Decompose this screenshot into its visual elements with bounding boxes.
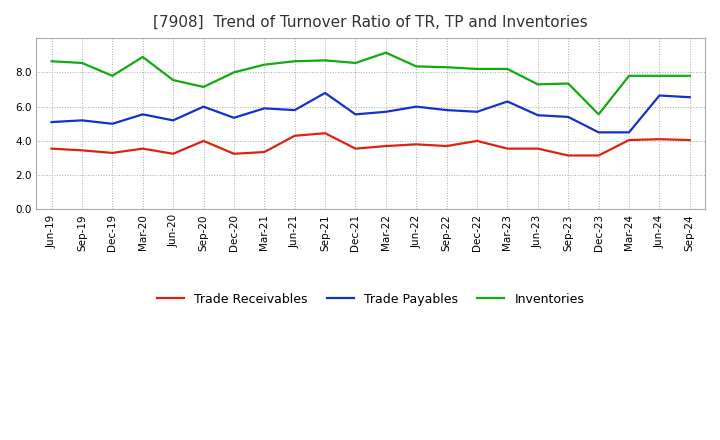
Trade Payables — [230, 115, 238, 121]
Trade Receivables — [594, 153, 603, 158]
Trade Receivables — [230, 151, 238, 156]
Trade Payables — [534, 113, 542, 118]
Inventories — [594, 112, 603, 117]
Inventories — [230, 70, 238, 75]
Trade Receivables — [108, 150, 117, 156]
Inventories — [260, 62, 269, 67]
Trade Receivables — [412, 142, 420, 147]
Trade Receivables — [655, 136, 664, 142]
Trade Payables — [260, 106, 269, 111]
Inventories — [108, 73, 117, 78]
Trade Payables — [503, 99, 512, 104]
Trade Payables — [382, 109, 390, 114]
Trade Payables — [48, 119, 56, 125]
Trade Receivables — [473, 138, 482, 143]
Trade Payables — [655, 93, 664, 98]
Inventories — [503, 66, 512, 72]
Trade Receivables — [351, 146, 360, 151]
Trade Payables — [199, 104, 208, 109]
Trade Receivables — [48, 146, 56, 151]
Trade Payables — [351, 112, 360, 117]
Trade Receivables — [625, 137, 634, 143]
Inventories — [655, 73, 664, 78]
Inventories — [534, 82, 542, 87]
Trade Receivables — [442, 143, 451, 149]
Trade Receivables — [382, 143, 390, 149]
Inventories — [382, 50, 390, 55]
Inventories — [78, 60, 86, 66]
Trade Receivables — [199, 138, 208, 143]
Trade Receivables — [685, 137, 694, 143]
Trade Receivables — [290, 133, 299, 139]
Inventories — [442, 65, 451, 70]
Trade Receivables — [321, 131, 330, 136]
Title: [7908]  Trend of Turnover Ratio of TR, TP and Inventories: [7908] Trend of Turnover Ratio of TR, TP… — [153, 15, 588, 30]
Trade Receivables — [168, 151, 177, 156]
Trade Payables — [168, 118, 177, 123]
Trade Payables — [290, 107, 299, 113]
Inventories — [351, 60, 360, 66]
Trade Payables — [412, 104, 420, 109]
Line: Trade Receivables: Trade Receivables — [52, 133, 690, 155]
Trade Payables — [685, 95, 694, 100]
Trade Payables — [625, 130, 634, 135]
Trade Payables — [594, 130, 603, 135]
Trade Payables — [321, 90, 330, 95]
Inventories — [473, 66, 482, 72]
Trade Receivables — [260, 150, 269, 155]
Trade Payables — [564, 114, 572, 120]
Trade Payables — [473, 109, 482, 114]
Inventories — [48, 59, 56, 64]
Inventories — [168, 77, 177, 83]
Trade Payables — [108, 121, 117, 126]
Inventories — [138, 54, 147, 59]
Inventories — [625, 73, 634, 78]
Trade Receivables — [78, 148, 86, 153]
Trade Payables — [442, 107, 451, 113]
Inventories — [290, 59, 299, 64]
Inventories — [685, 73, 694, 78]
Inventories — [321, 58, 330, 63]
Trade Payables — [138, 112, 147, 117]
Inventories — [199, 84, 208, 90]
Trade Payables — [78, 118, 86, 123]
Inventories — [564, 81, 572, 86]
Trade Receivables — [503, 146, 512, 151]
Trade Receivables — [564, 153, 572, 158]
Line: Trade Payables: Trade Payables — [52, 93, 690, 132]
Inventories — [412, 64, 420, 69]
Legend: Trade Receivables, Trade Payables, Inventories: Trade Receivables, Trade Payables, Inven… — [152, 288, 590, 311]
Trade Receivables — [534, 146, 542, 151]
Trade Receivables — [138, 146, 147, 151]
Line: Inventories: Inventories — [52, 53, 690, 114]
